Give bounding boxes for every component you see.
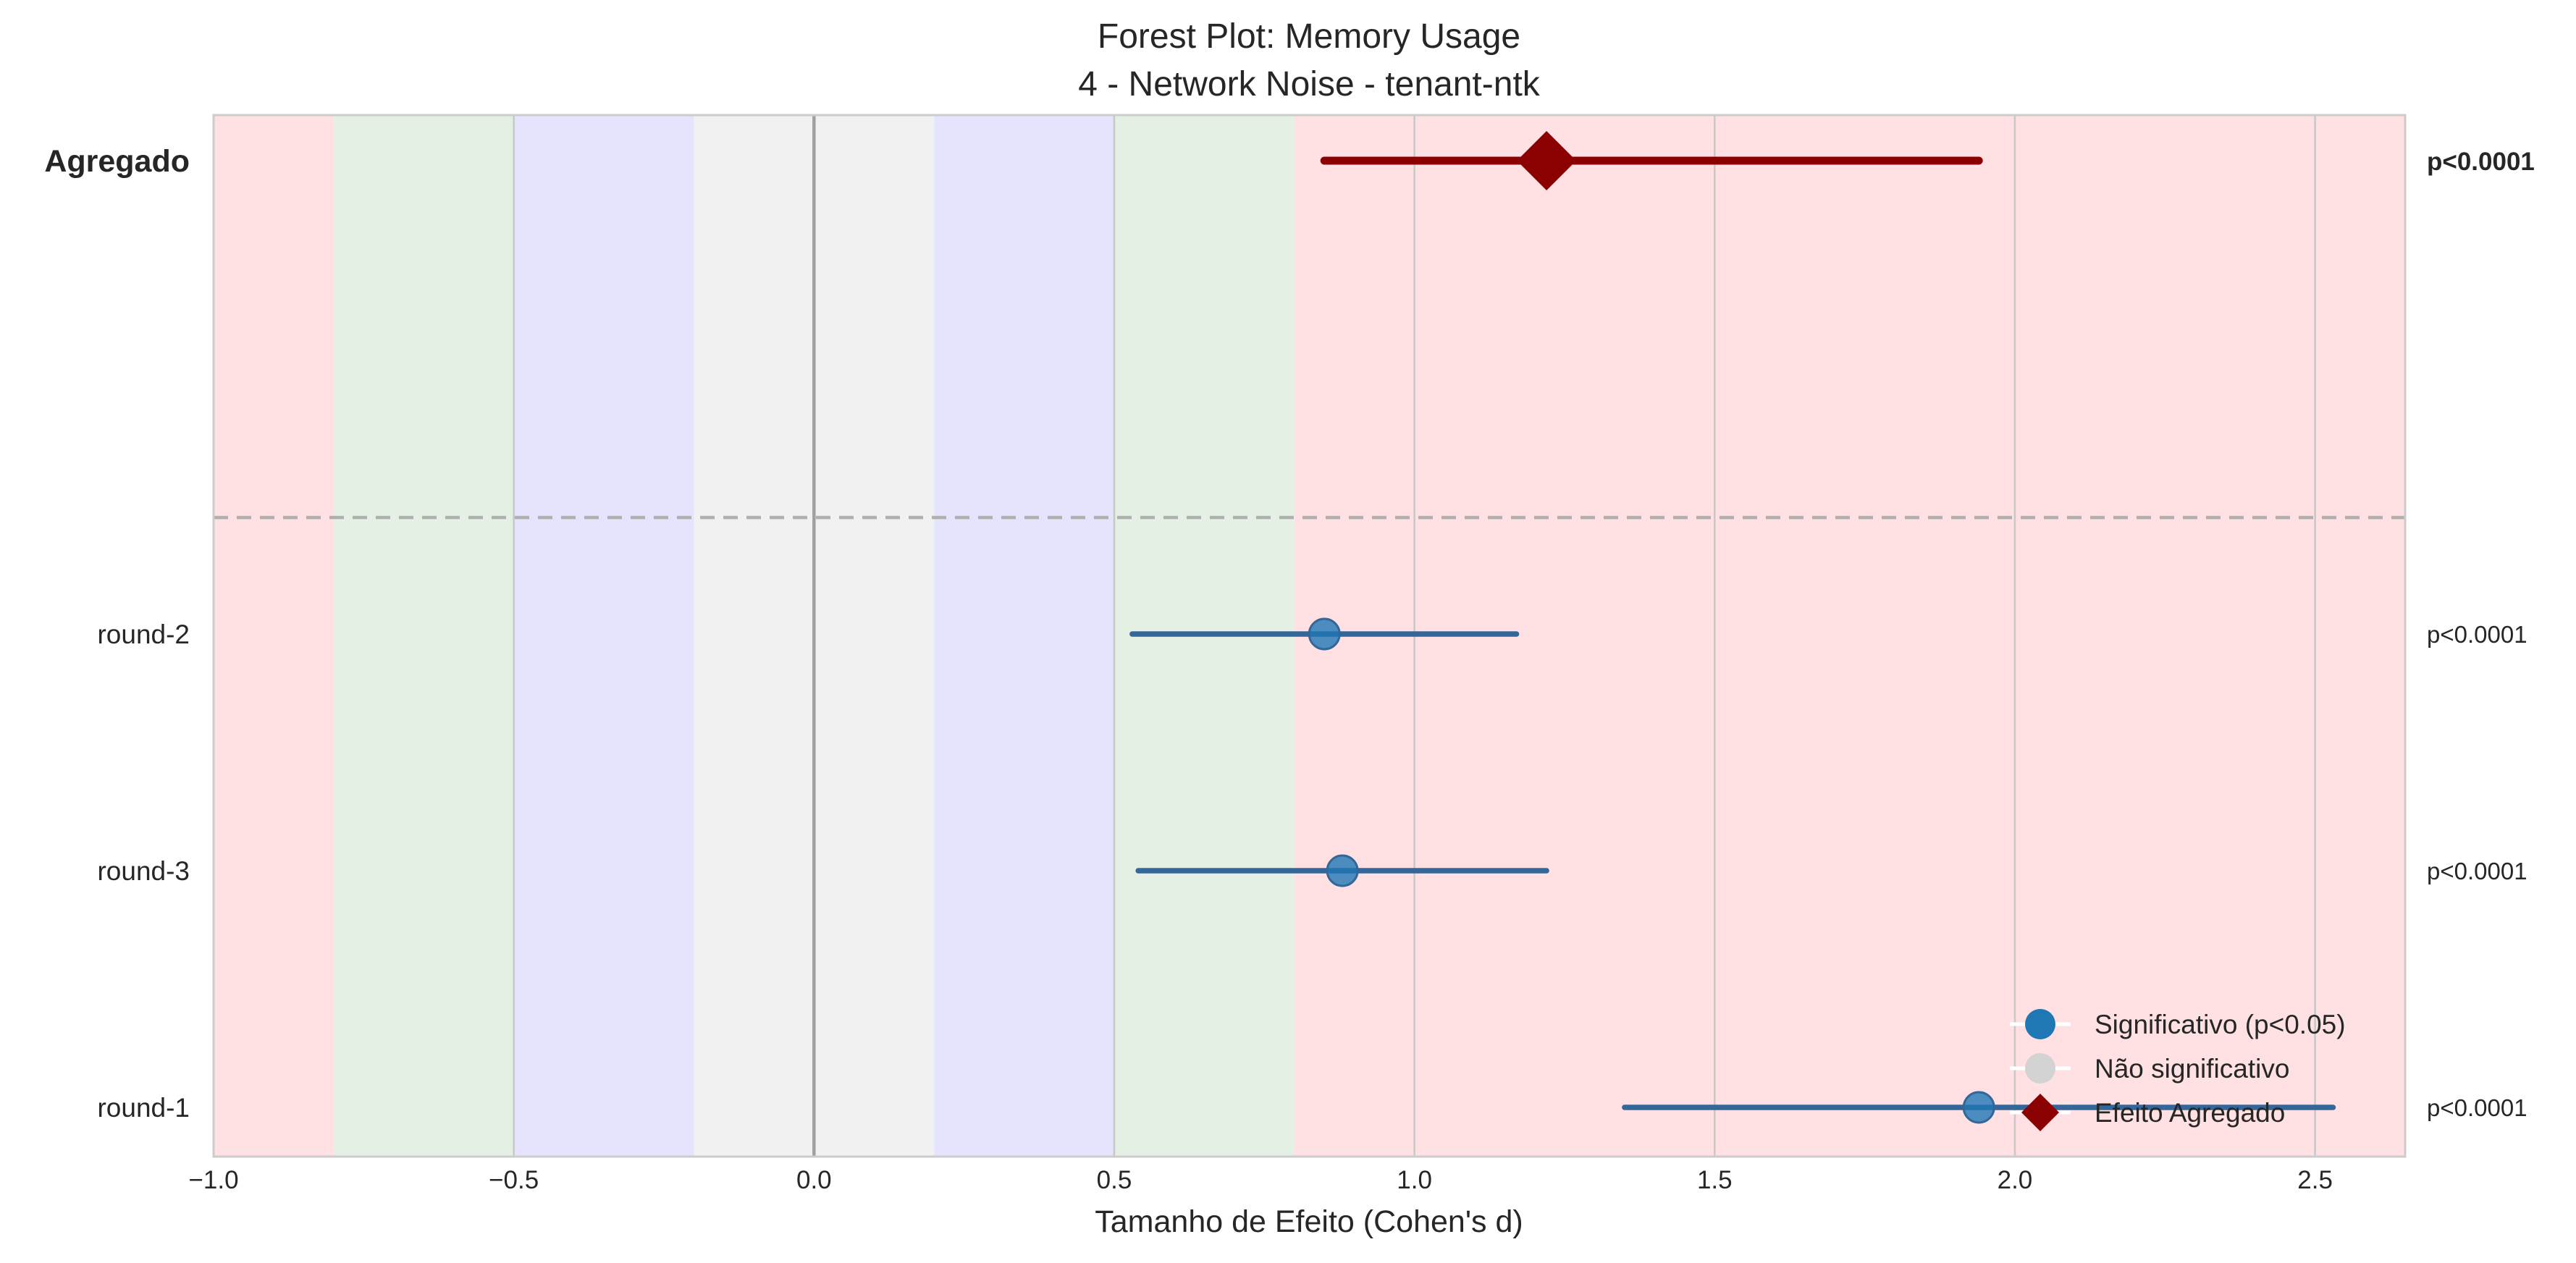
y-label-round-3: round-3 [97, 856, 190, 886]
point-round-1 [1962, 1091, 1995, 1124]
p-value-aggregate: p<0.0001 [2427, 148, 2535, 176]
legend-marker-diamond [2021, 1094, 2059, 1131]
legend-marker-circle [2025, 1053, 2055, 1084]
x-axis-label: Tamanho de Efeito (Cohen's d) [1095, 1204, 1523, 1239]
x-tick-label: 0.0 [796, 1166, 832, 1194]
effect-band [333, 115, 514, 1157]
legend-marker-circle [2025, 1009, 2055, 1039]
y-label-round-1: round-1 [97, 1093, 190, 1123]
y-axis-labels: Agregado round-2 round-3 round-1 [44, 144, 190, 1123]
x-tick-label: 1.0 [1397, 1166, 1432, 1194]
x-tick-label: −0.5 [489, 1166, 539, 1194]
legend: Significativo (p<0.05) Não significativo E… [2010, 1009, 2346, 1131]
p-value-labels: p<0.0001 p<0.0001 p<0.0001 p<0.0001 [2427, 148, 2535, 1121]
p-value-round-1: p<0.0001 [2427, 1094, 2527, 1121]
legend-label: Não significativo [2095, 1054, 2289, 1084]
effect-band [513, 115, 694, 1157]
effect-band [214, 115, 334, 1157]
point-round-2 [1308, 617, 1341, 651]
p-value-round-3: p<0.0001 [2427, 858, 2527, 884]
aggregate-diamond [1517, 131, 1577, 190]
p-value-round-2: p<0.0001 [2427, 621, 2527, 648]
x-tick-label: 2.0 [1998, 1166, 2033, 1194]
legend-label: Significativo (p<0.05) [2095, 1010, 2346, 1039]
y-label-aggregate: Agregado [44, 144, 190, 179]
legend-label: Efeito Agregado [2095, 1098, 2285, 1128]
y-label-round-2: round-2 [97, 620, 190, 649]
chart-title: Forest Plot: Memory Usage [1098, 17, 1520, 56]
effect-band [934, 115, 1114, 1157]
point-round-3 [1326, 854, 1359, 887]
x-axis-ticks: −1.0 −0.5 0.0 0.5 1.0 1.5 2.0 2.5 [188, 1166, 2332, 1194]
plot-frame [212, 114, 2407, 1158]
x-tick-label: −1.0 [188, 1166, 238, 1194]
x-tick-label: 1.5 [1697, 1166, 1733, 1194]
x-tick-label: 0.5 [1097, 1166, 1132, 1194]
x-tick-label: 2.5 [2297, 1166, 2333, 1194]
chart-subtitle: 4 - Network Noise - tenant-ntk [1078, 65, 1541, 104]
data-marks [1129, 131, 2336, 1124]
